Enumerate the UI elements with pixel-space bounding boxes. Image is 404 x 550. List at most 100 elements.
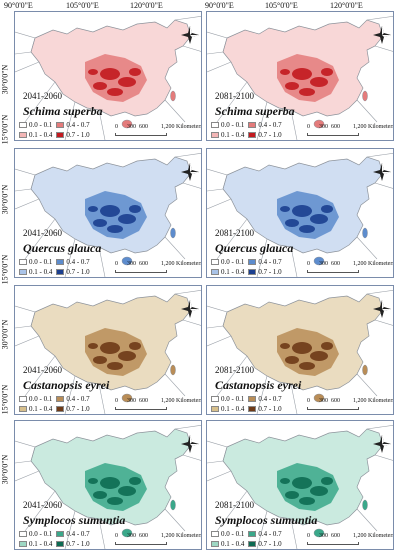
suitability-hotspot: [129, 342, 141, 350]
legend-entry: 0.1 - 0.4: [19, 267, 52, 277]
legend-swatch: [211, 541, 219, 547]
legend-entry: 0.7 - 1.0: [56, 539, 90, 549]
legend-swatch: [248, 406, 257, 412]
legend-swatch: [19, 259, 27, 265]
legend-label: 0.1 - 0.4: [221, 540, 245, 548]
legend-swatch: [19, 531, 27, 537]
period-label: 2081-2100: [215, 365, 254, 375]
scale-bar-line: [115, 542, 167, 545]
hainan-island: [121, 393, 133, 403]
map-panel: 2041-2060 Symplocos sumuntia 0.0 - 0.1 0.4 …: [14, 420, 202, 550]
legend-entry: 0.1 - 0.4: [211, 539, 244, 549]
legend-entry: 0.0 - 0.1: [211, 257, 244, 267]
species-name: Symplocos sumuntia: [23, 513, 126, 527]
scale-tick-label: 1,200 Kilometers: [161, 533, 202, 539]
legend-swatch: [56, 122, 65, 128]
longitude-label-120e-right: 120°0'0"E: [330, 1, 363, 10]
latitude-label-15n-row3: 15°0'0"N: [0, 384, 10, 415]
legend: 0.0 - 0.1 0.4 - 0.7 0.1 - 0.4 0.7 - 1.0: [19, 257, 94, 277]
hainan-island: [121, 256, 133, 266]
scale-tick-label: 300: [319, 261, 328, 267]
taiwan-island: [362, 364, 368, 376]
period-label: 2081-2100: [215, 500, 254, 510]
legend-swatch: [19, 132, 27, 138]
legend-label: 0.1 - 0.4: [221, 131, 245, 139]
distribution-map: [15, 289, 201, 414]
legend-swatch: [56, 531, 65, 537]
scale-tick-label: 0: [115, 124, 118, 130]
legend-swatch: [211, 531, 219, 537]
suitability-hotspot: [118, 77, 136, 87]
scale-tick-label: 0: [307, 533, 310, 539]
hainan-island: [313, 256, 325, 266]
taiwan-island: [362, 499, 368, 511]
legend-label: 0.0 - 0.1: [221, 121, 245, 129]
north-arrow-icon: [181, 163, 199, 181]
taiwan-island: [362, 90, 368, 102]
scale-tick-label: 300: [127, 261, 136, 267]
legend: 0.0 - 0.1 0.4 - 0.7 0.1 - 0.4 0.7 - 1.0: [211, 120, 286, 140]
legend-swatch: [211, 269, 219, 275]
distribution-map: [15, 15, 201, 140]
legend: 0.0 - 0.1 0.4 - 0.7 0.1 - 0.4 0.7 - 1.0: [19, 394, 94, 414]
distribution-map: [207, 15, 393, 140]
scale-bar: 0 300 600 1,200 Kilometers: [307, 533, 393, 545]
legend-swatch: [211, 132, 219, 138]
suitability-hotspot: [280, 343, 290, 349]
map-panel: 2081-2100 Castanopsis eyrei 0.0 - 0.1 0.4 -…: [206, 285, 394, 415]
suitability-hotspot: [285, 491, 299, 499]
legend-label: 0.4 - 0.7: [258, 121, 282, 129]
legend-entry: 0.4 - 0.7: [248, 529, 282, 539]
suitability-hotspot: [118, 214, 136, 224]
hainan-island: [313, 119, 325, 129]
species-name: Castanopsis eyrei: [23, 378, 110, 392]
legend-entry: 0.4 - 0.7: [248, 257, 282, 267]
scale-bar-line: [307, 542, 359, 545]
scale-bar-line: [115, 270, 167, 273]
suitability-hotspot: [100, 68, 120, 80]
taiwan-island: [170, 227, 176, 239]
legend-entry: 0.4 - 0.7: [56, 394, 90, 404]
suitability-hotspot: [280, 478, 290, 484]
legend-label: 0.0 - 0.1: [29, 121, 53, 129]
distribution-map: [207, 152, 393, 277]
suitability-hotspot: [129, 477, 141, 485]
scale-tick-label: 300: [127, 124, 136, 130]
map-panel: 2041-2060 Schima superba 0.0 - 0.1 0.4 - 0.…: [14, 11, 202, 141]
suitability-hotspot: [310, 214, 328, 224]
legend-swatch: [56, 132, 65, 138]
legend-label: 0.4 - 0.7: [66, 258, 90, 266]
legend-label: 0.0 - 0.1: [29, 258, 53, 266]
suitability-hotspot: [285, 356, 299, 364]
suitability-hotspot: [292, 68, 312, 80]
scale-tick-label: 0: [115, 533, 118, 539]
legend-swatch: [19, 406, 27, 412]
legend-label: 0.7 - 1.0: [258, 405, 282, 413]
period-label: 2041-2060: [23, 228, 62, 238]
legend-entry: 0.0 - 0.1: [211, 120, 244, 130]
suitability-hotspot: [299, 497, 315, 505]
legend-label: 0.1 - 0.4: [221, 268, 245, 276]
suitability-hotspot: [299, 225, 315, 233]
species-name: Castanopsis eyrei: [215, 378, 302, 392]
north-arrow-icon: [373, 435, 391, 453]
scale-tick-label: 0: [115, 261, 118, 267]
period-label: 2041-2060: [23, 91, 62, 101]
suitability-hotspot: [310, 486, 328, 496]
scale-bar: 0 300 600 1,200 Kilometers: [307, 398, 393, 410]
period-label: 2041-2060: [23, 500, 62, 510]
scale-tick-label: 600: [331, 261, 340, 267]
legend-entry: 0.1 - 0.4: [211, 404, 244, 414]
legend-label: 0.7 - 1.0: [66, 131, 90, 139]
map-panel: 2081-2100 Schima superba 0.0 - 0.1 0.4 - 0.…: [206, 11, 394, 141]
legend-swatch: [56, 396, 65, 402]
legend-swatch: [19, 122, 27, 128]
scale-tick-label: 0: [115, 398, 118, 404]
legend-entry: 0.4 - 0.7: [56, 529, 90, 539]
longitude-label-90e-right: 90°0'0"E: [205, 1, 234, 10]
legend-swatch: [211, 396, 219, 402]
legend-label: 0.1 - 0.4: [29, 268, 53, 276]
legend-swatch: [248, 259, 257, 265]
taiwan-island: [170, 499, 176, 511]
longitude-label-90e: 90°0'0"E: [4, 1, 33, 10]
